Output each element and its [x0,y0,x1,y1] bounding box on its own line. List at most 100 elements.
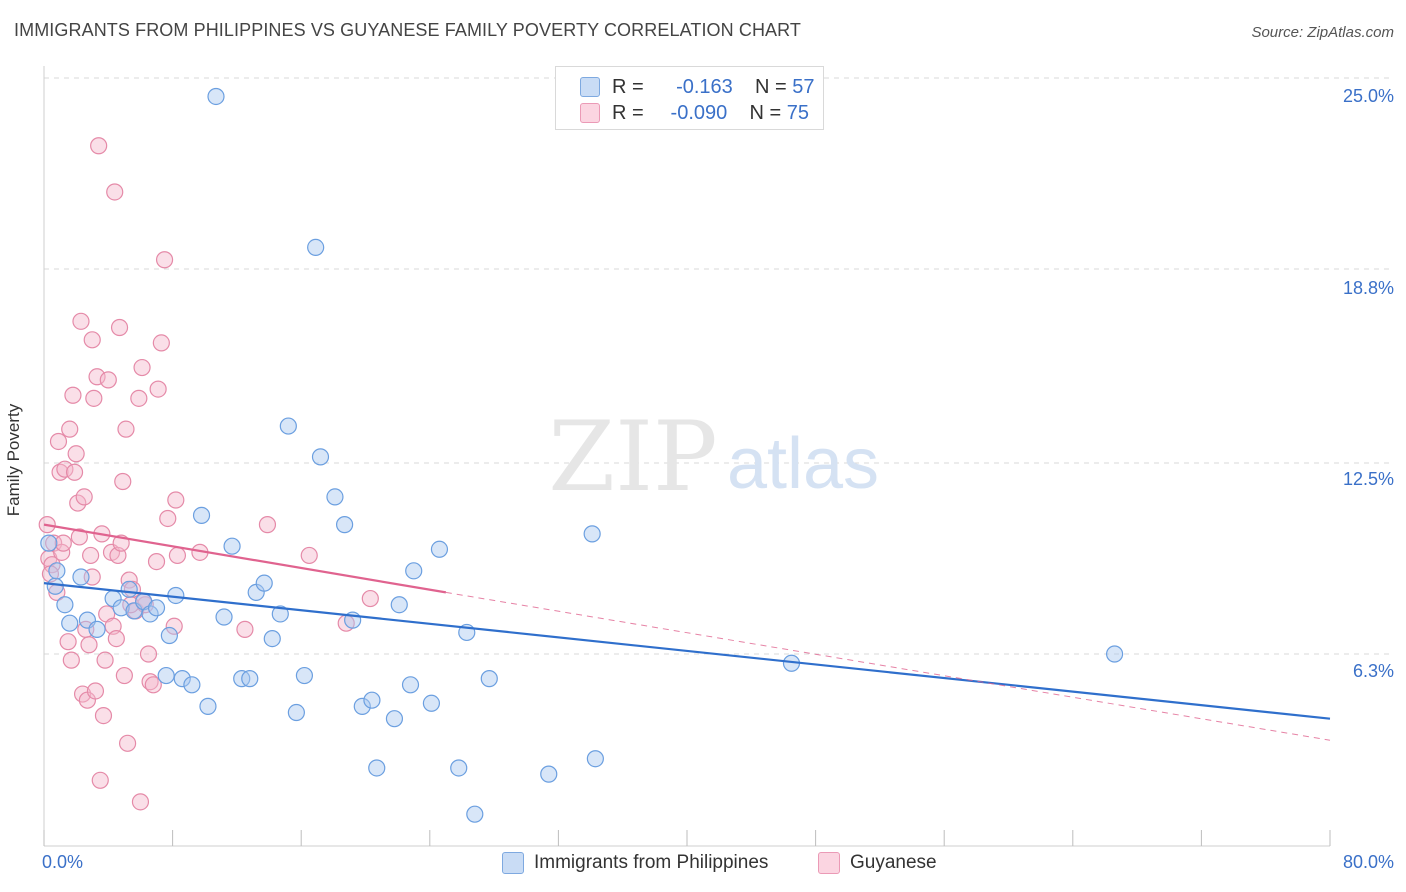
swatch-guyanese [580,103,600,123]
philippines-point-45 [422,694,441,712]
guyanese-point-25 [86,682,105,700]
trend-lines [43,523,1331,741]
y-tick-label-6-3: 6.3% [1352,661,1394,681]
y-tick-label-12-5: 12.5% [1342,469,1394,489]
guyanese-point-58 [155,251,174,269]
guyanese-point-11 [62,651,80,669]
philippines-point-25 [241,670,259,688]
philippines-point-40 [368,759,386,777]
y-tick-label-18-8: 18.8% [1342,278,1394,298]
guyanese-point-53 [141,673,159,691]
philippines-point-44 [405,562,423,580]
guyanese-point-54 [144,676,162,694]
philippines-point-46 [430,540,449,558]
guyanese-point-23 [83,331,101,349]
philippines-point-47 [450,759,468,777]
philippines-point-15 [160,626,178,645]
stats-row-guyanese: R = -0.090 N = 75 [580,101,809,125]
guyanese-trend-line [43,523,447,594]
philippines-point-32 [295,666,314,685]
philippines-point-9 [120,580,138,598]
guyanese-point-31 [96,651,114,669]
philippines-trend-line [43,582,1331,720]
philippines-point-43 [401,676,420,694]
philippines-point-55 [1105,645,1124,663]
philippines-point-12 [141,605,159,623]
philippines-point-21 [207,87,225,106]
guyanese-point-71 [70,528,88,546]
guyanese-point-14 [67,445,85,463]
philippines-point-17 [173,670,191,688]
guyanese-point-28 [91,771,109,789]
guyanese-point-10 [61,420,79,438]
gridlines [44,77,1392,655]
guyanese-point-44 [118,734,137,752]
r-label: R = [612,75,644,98]
philippines-point-13 [147,599,166,617]
philippines-point-51 [540,765,558,783]
n-value: 57 [792,75,815,98]
philippines-point-39 [363,691,381,709]
stats-row-philippines: R = -0.163 N = 57 [580,75,815,99]
philippines-point-14 [157,666,175,685]
series-guyanese [38,137,379,811]
guyanese-point-36 [106,183,124,201]
guyanese-point-30 [94,707,113,725]
philippines-point-19 [192,506,211,524]
guyanese-point-26 [88,368,106,386]
guyanese-trend-extension [445,591,1331,741]
guyanese-point-68 [361,589,379,608]
philippines-point-50 [480,670,498,688]
r-label: R = [612,101,644,124]
watermark-zip: ZIP [548,401,717,513]
legend-item-philippines[interactable]: Immigrants from Philippines [502,852,768,874]
legend-label-guyanese: Guyanese [850,852,937,873]
philippines-point-2 [56,596,74,614]
philippines-point-18 [183,676,201,694]
philippines-point-35 [326,488,344,506]
guyanese-point-64 [236,620,254,638]
guyanese-point-42 [115,666,133,685]
guyanese-point-21 [80,636,98,654]
guyanese-point-56 [149,380,167,398]
philippines-point-49 [466,805,484,823]
legend-item-guyanese[interactable]: Guyanese [818,852,937,874]
philippines-point-4 [72,568,90,586]
guyanese-point-66 [300,546,318,565]
swatch-philippines [580,77,600,97]
x-tick-label-max: 80.0% [1342,852,1394,872]
n-label: N = [755,75,787,98]
legend-swatch-guyanese [818,852,840,874]
guyanese-point-65 [258,516,277,534]
philippines-point-52 [583,525,601,543]
y-tick-label-25: 25.0% [1342,86,1394,106]
watermark-atlas: atlas [727,424,879,504]
philippines-point-53 [586,750,604,768]
guyanese-point-43 [117,420,135,438]
r-value: -0.090 [670,101,728,124]
guyanese-point-5 [49,432,68,451]
philippines-point-33 [307,238,325,257]
guyanese-point-24 [85,389,103,407]
guyanese-point-52 [139,645,158,663]
guyanese-point-12 [64,386,82,404]
guyanese-point-55 [147,552,166,571]
philippines-point-36 [336,516,354,534]
legend-label-philippines: Immigrants from Philippines [534,852,769,873]
guyanese-point-60 [165,617,183,635]
guyanese-point-8 [56,460,74,478]
x-tick-label-min: 0.0% [42,852,84,872]
guyanese-point-49 [131,793,150,811]
philippines-point-27 [255,574,273,592]
philippines-point-31 [287,703,305,722]
guyanese-point-62 [168,546,187,565]
guyanese-point-6 [51,463,69,481]
guyanese-point-45 [120,571,138,589]
philippines-point-22 [215,608,233,626]
stats-legend: R = -0.163 N = 57 R = -0.090 N = 75 [555,66,824,130]
chart-title: IMMIGRANTS FROM PHILIPPINES VS GUYANESE … [14,20,802,40]
guyanese-point-37 [107,629,125,648]
guyanese-point-39 [110,318,129,337]
guyanese-point-27 [90,137,108,155]
guyanese-point-9 [59,633,77,651]
